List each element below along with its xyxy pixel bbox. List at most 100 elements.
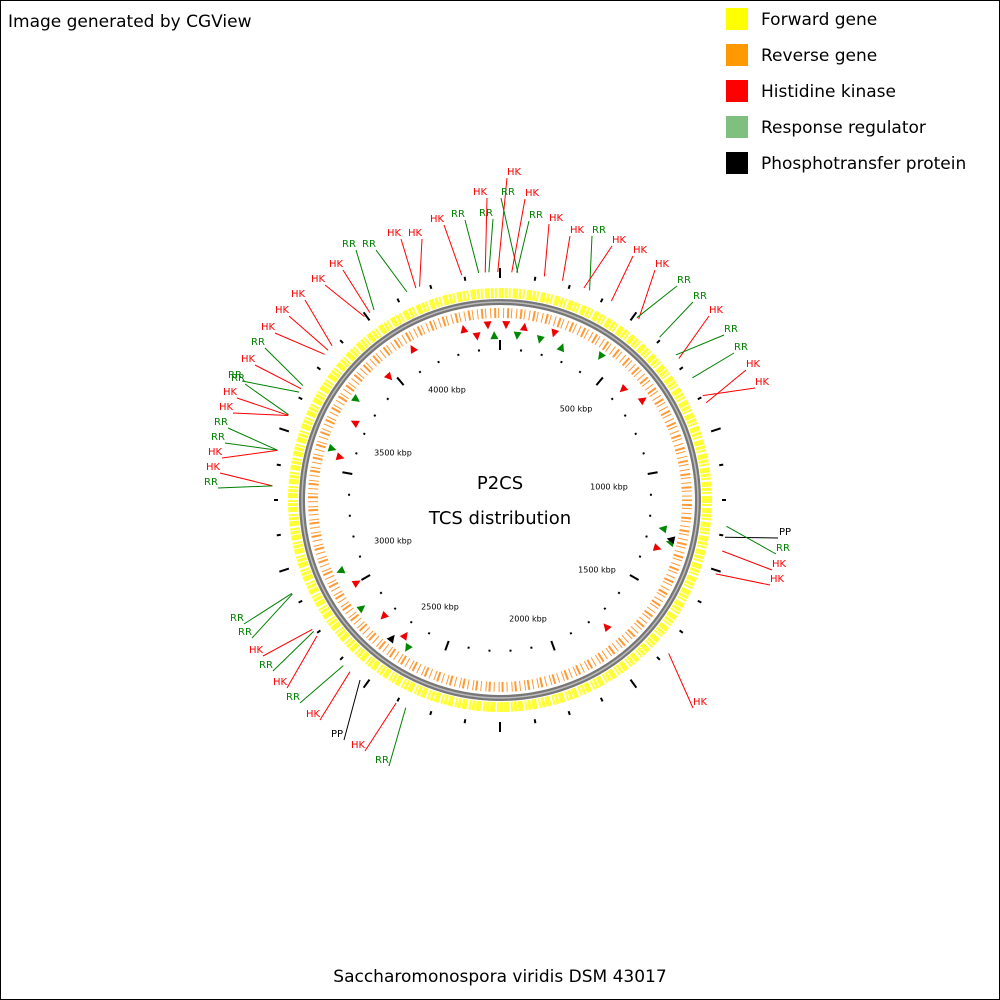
scale-tick xyxy=(710,427,721,433)
legend-label: Histidine kinase xyxy=(761,82,896,102)
feature-label: RR xyxy=(238,627,252,638)
feature-label: HK xyxy=(570,225,585,236)
scale-tick xyxy=(279,567,290,573)
scale-tick xyxy=(533,276,537,281)
feature-arrow xyxy=(351,394,360,402)
feature-label: HK xyxy=(208,447,223,458)
ruler-tick xyxy=(355,452,358,455)
feature-arrow xyxy=(519,322,528,332)
leader-line xyxy=(236,397,289,416)
feature-label: RR xyxy=(230,613,244,624)
feature-label: PP xyxy=(779,527,791,538)
leader-line xyxy=(511,198,526,273)
ruler-tick xyxy=(569,631,573,635)
ruler-label: 3500 kbp xyxy=(374,449,412,458)
feature-label: PP xyxy=(331,729,343,740)
ruler-tick xyxy=(360,574,371,581)
scale-tick xyxy=(279,427,290,433)
feature-arrow xyxy=(598,351,606,360)
scale-tick xyxy=(629,679,638,689)
feature-arrow xyxy=(490,331,499,340)
ruler-tick xyxy=(595,376,604,386)
feature-arrow xyxy=(380,611,389,620)
ruler-tick xyxy=(550,640,556,651)
ruler-tick xyxy=(638,555,642,558)
feature-label: RR xyxy=(375,755,389,766)
feature-arrow xyxy=(652,543,662,551)
scale-tick xyxy=(316,629,321,634)
leader-line xyxy=(244,383,289,416)
scale-tick xyxy=(533,719,537,724)
ruler-tick xyxy=(560,360,563,364)
feature-arrow xyxy=(351,580,361,588)
feature-label: RR xyxy=(231,373,245,384)
feature-label: RR xyxy=(251,337,265,348)
ruler-label: 3000 kbp xyxy=(374,537,412,546)
feature-label: HK xyxy=(261,322,276,333)
scale-tick xyxy=(697,396,702,401)
ruler-label: 1500 kbp xyxy=(578,566,616,575)
scale-tick xyxy=(298,599,303,604)
scale-tick xyxy=(339,656,344,661)
ruler-tick xyxy=(617,591,621,595)
footer: Saccharomonospora viridis DSM 43017 xyxy=(333,967,666,987)
backbone-inner xyxy=(301,301,699,699)
leader-line xyxy=(488,218,494,273)
ruler-tick xyxy=(396,376,405,386)
leader-line xyxy=(262,628,313,657)
feature-arrow xyxy=(619,383,629,393)
ruler-label: 1000 kbp xyxy=(590,483,628,492)
leader-line xyxy=(288,315,329,351)
feature-label: HK xyxy=(746,359,761,370)
leader-line xyxy=(304,299,333,347)
scale-tick xyxy=(298,396,303,401)
scale-tick xyxy=(396,697,401,702)
scale-tick xyxy=(710,567,721,573)
feature-label: HK xyxy=(430,214,445,225)
leader-line xyxy=(668,653,694,709)
leader-line xyxy=(232,412,289,417)
feature-label: HK xyxy=(549,213,564,224)
feature-label: HK xyxy=(241,354,256,365)
leader-line xyxy=(343,679,361,741)
feature-arrow xyxy=(336,565,346,574)
feature-arrow xyxy=(350,420,360,428)
leader-line xyxy=(464,219,480,274)
leader-line xyxy=(562,235,571,281)
legend-swatch xyxy=(726,44,748,66)
ruler-tick xyxy=(634,432,638,436)
legend-swatch xyxy=(726,116,748,138)
scale-tick xyxy=(276,463,281,467)
legend-swatch xyxy=(726,152,748,174)
ruler-tick xyxy=(379,591,383,595)
feature-label: HK xyxy=(408,228,423,239)
leader-line xyxy=(219,472,273,487)
feature-arrow xyxy=(460,324,469,334)
feature-label: HK xyxy=(612,235,627,246)
scale-tick xyxy=(362,679,371,689)
credit: Image generated by CGView xyxy=(8,12,252,32)
ruler-tick xyxy=(358,555,362,558)
feature-label: HK xyxy=(655,259,670,270)
leader-line xyxy=(241,380,300,393)
scale-tick xyxy=(339,339,344,344)
feature-label: RR xyxy=(286,692,300,703)
feature-label: HK xyxy=(311,274,326,285)
scale-tick xyxy=(719,533,724,537)
leader-line xyxy=(364,702,397,752)
leader-line xyxy=(500,197,519,273)
feature-arrow xyxy=(556,343,565,353)
leader-line xyxy=(224,442,278,451)
feature-label: HK xyxy=(473,187,488,198)
feature-label: HK xyxy=(525,188,540,199)
legend-label: Response regulator xyxy=(761,118,926,138)
ruler-tick xyxy=(603,607,607,611)
feature-arrow xyxy=(637,397,647,406)
feature-label: RR xyxy=(677,275,691,286)
leader-line xyxy=(675,334,725,356)
scale-tick xyxy=(463,719,467,724)
feature-label: HK xyxy=(351,740,366,751)
leader-line xyxy=(705,369,747,404)
feature-arrow xyxy=(386,634,395,644)
feature-arrow xyxy=(658,525,668,534)
